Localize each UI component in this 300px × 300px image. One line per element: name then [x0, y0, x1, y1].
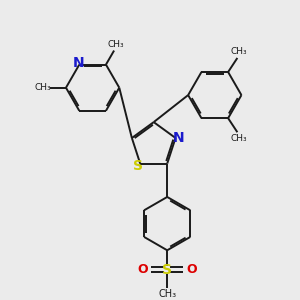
Text: N: N — [172, 131, 184, 145]
Text: CH₃: CH₃ — [158, 289, 176, 298]
Text: CH₃: CH₃ — [231, 47, 247, 56]
Text: O: O — [138, 263, 148, 276]
Text: N: N — [73, 56, 84, 70]
Text: S: S — [162, 262, 172, 277]
Text: CH₃: CH₃ — [35, 83, 51, 92]
Text: CH₃: CH₃ — [231, 134, 247, 143]
Text: O: O — [186, 263, 196, 276]
Text: S: S — [134, 159, 143, 173]
Text: CH₃: CH₃ — [108, 40, 124, 49]
